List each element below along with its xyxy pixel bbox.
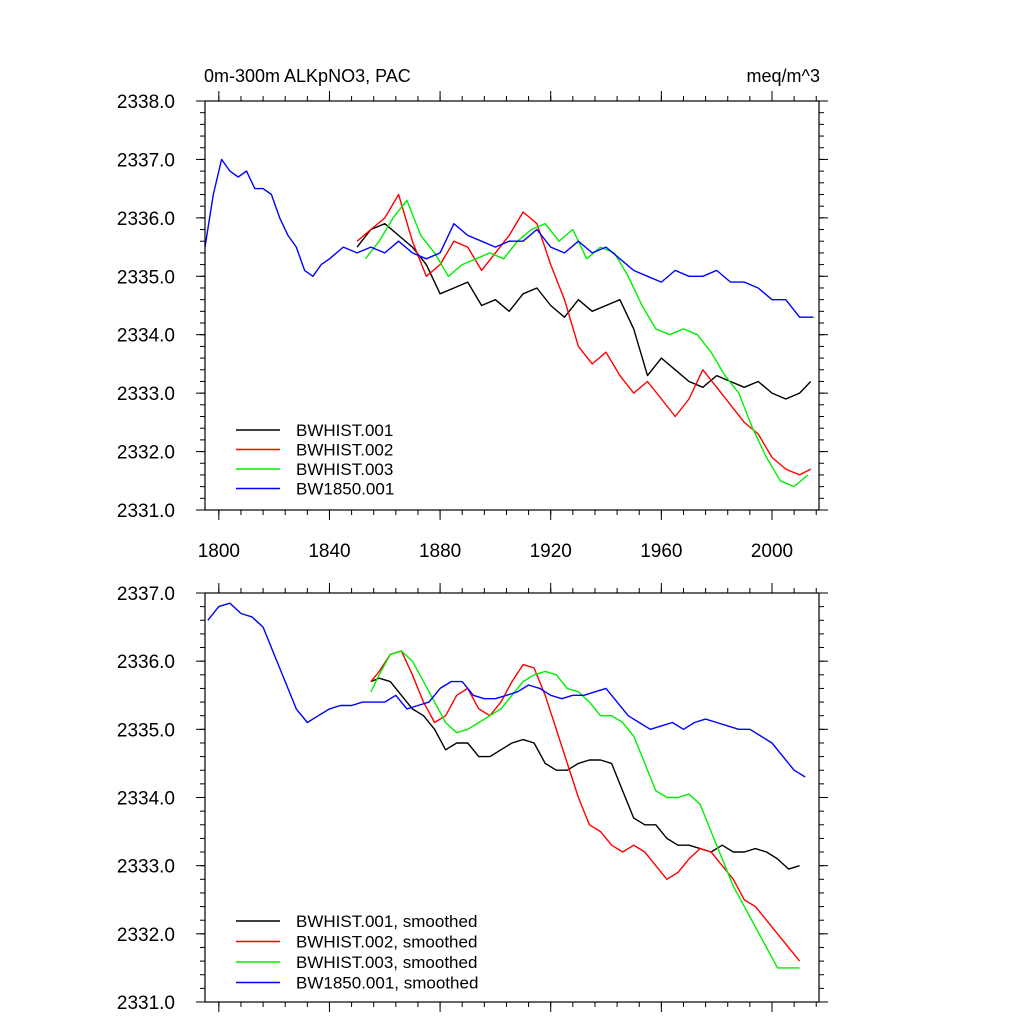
top-series-line-3 xyxy=(364,199,809,488)
bottom-ytick-label: 2337.0 xyxy=(117,584,175,605)
top-legend-label-3: BWHIST.003 xyxy=(296,460,393,479)
top-title-right: meq/m^3 xyxy=(747,66,820,86)
top-legend-label-4: BW1850.001 xyxy=(296,480,394,499)
top-ytick-label: 2331.0 xyxy=(117,501,175,522)
top-legend-label-1: BWHIST.001 xyxy=(296,421,393,440)
top-plot-frame xyxy=(204,100,820,511)
top-xtick-label: 1800 xyxy=(198,541,240,562)
top-series-line-4 xyxy=(204,158,814,318)
top-title-left: 0m-300m ALKpNO3, PAC xyxy=(204,66,411,86)
bottom-legend-label-1: BWHIST.001, smoothed xyxy=(296,912,477,931)
bottom-ytick-label: 2336.0 xyxy=(117,652,175,673)
bottom-series-line-4 xyxy=(207,602,806,778)
top-xtick-label: 1960 xyxy=(640,541,682,562)
top-panel: 0m-300m ALKpNO3, PAC meq/m^3 2331.0 2332.… xyxy=(117,66,828,562)
bottom-plot-frame xyxy=(204,592,820,1003)
top-series-line-2 xyxy=(356,193,812,476)
bottom-ytick-label: 2333.0 xyxy=(117,857,175,878)
top-ytick-label: 2332.0 xyxy=(117,443,175,464)
bottom-legend-label-2: BWHIST.002, smoothed xyxy=(296,933,477,952)
top-ytick-label: 2333.0 xyxy=(117,384,175,405)
bottom-legend-label-3: BWHIST.003, smoothed xyxy=(296,953,477,972)
bottom-legend-label-4: BW1850.001, smoothed xyxy=(296,974,478,993)
top-xtick-label: 1840 xyxy=(308,541,350,562)
top-xtick-label: 1880 xyxy=(419,541,461,562)
bottom-series-line-1 xyxy=(370,677,800,870)
top-ytick-label: 2334.0 xyxy=(117,326,175,347)
top-series-line-1 xyxy=(356,222,812,400)
top-legend-label-2: BWHIST.002 xyxy=(296,441,393,460)
bottom-ytick-label: 2332.0 xyxy=(117,925,175,946)
top-xtick-label: 1920 xyxy=(530,541,572,562)
bottom-ytick-label: 2331.0 xyxy=(117,993,175,1014)
top-ytick-label: 2338.0 xyxy=(117,92,175,113)
bottom-series-line-3 xyxy=(370,650,800,969)
top-ytick-label: 2335.0 xyxy=(117,267,175,288)
top-ytick-label: 2336.0 xyxy=(117,209,175,230)
bottom-ytick-label: 2335.0 xyxy=(117,720,175,741)
top-ytick-label: 2337.0 xyxy=(117,150,175,171)
bottom-ytick-label: 2334.0 xyxy=(117,789,175,810)
top-xtick-label: 2000 xyxy=(751,541,793,562)
bottom-panel: 2331.0 2332.0 2333.0 2334.0 2335.0 2336.0 2337… xyxy=(117,583,828,1014)
